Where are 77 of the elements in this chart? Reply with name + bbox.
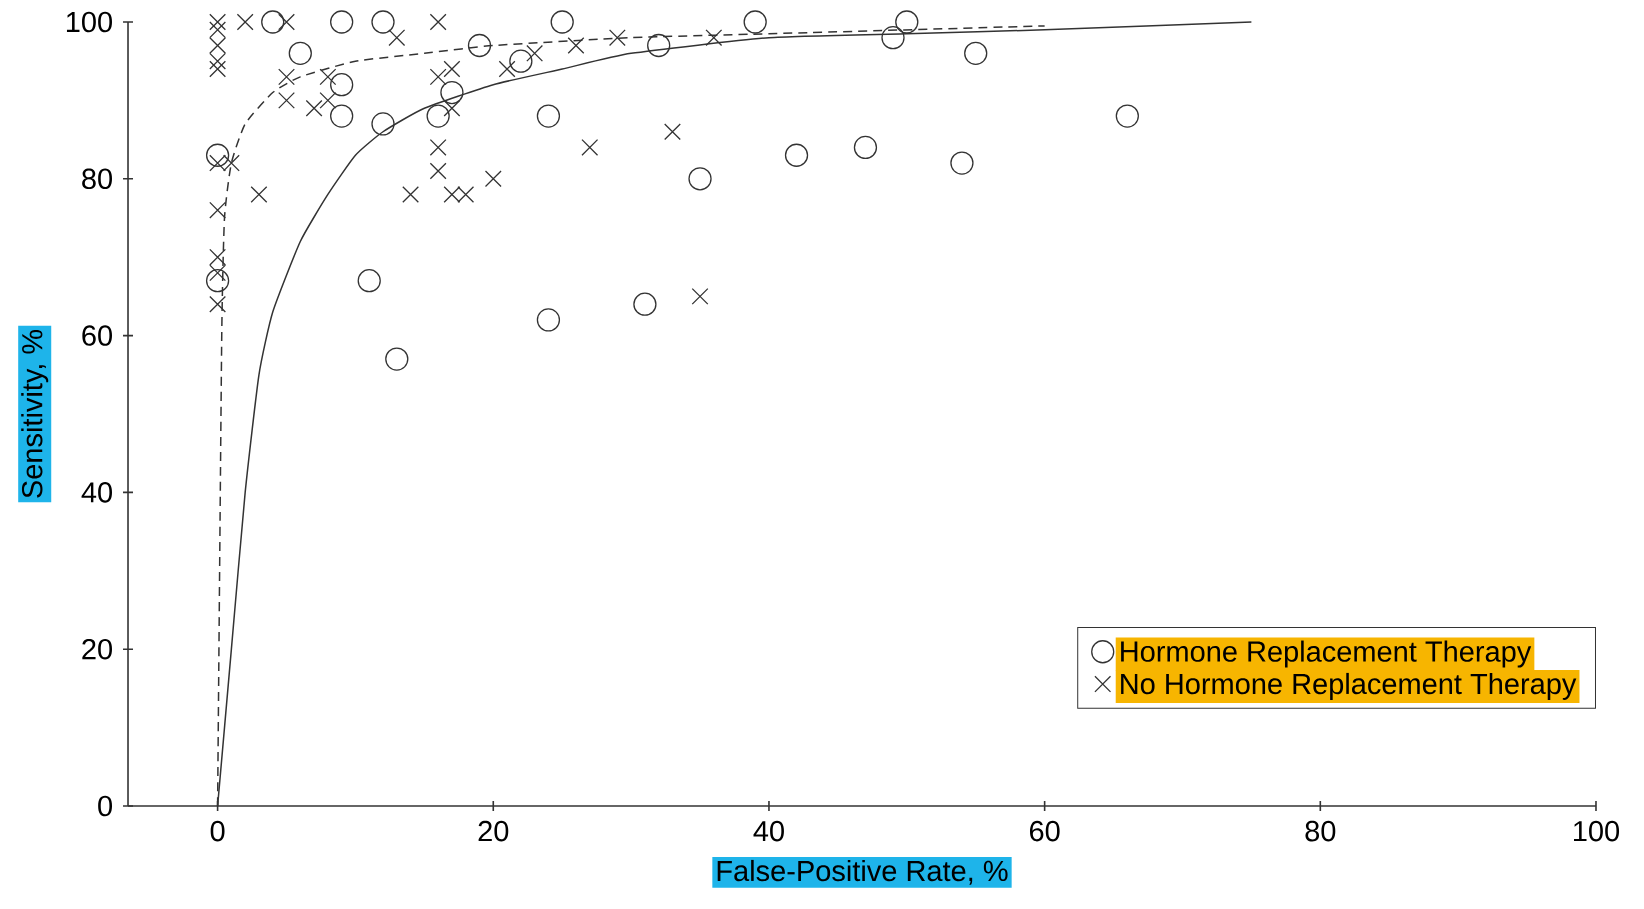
point	[426, 104, 450, 128]
point	[895, 10, 919, 34]
point	[498, 60, 516, 78]
point	[664, 123, 681, 141]
point	[536, 308, 561, 332]
point	[429, 139, 447, 156]
point	[784, 143, 809, 167]
point	[319, 68, 337, 86]
point	[526, 44, 544, 62]
point	[443, 99, 461, 117]
point	[209, 13, 227, 31]
point	[402, 186, 420, 203]
x-tick-label: 40	[753, 820, 784, 842]
point	[608, 29, 626, 47]
point	[705, 29, 723, 47]
legend-label: Hormone Replacement Therapy	[1121, 640, 1532, 668]
y-tick-label: 100	[66, 11, 112, 33]
point	[550, 10, 574, 34]
point	[536, 104, 561, 128]
x-tick-label: 20	[478, 820, 509, 842]
y-tick-label: 80	[82, 168, 112, 190]
point	[250, 186, 268, 203]
point	[278, 68, 295, 86]
point	[236, 13, 254, 31]
point	[330, 10, 354, 34]
point	[357, 269, 381, 293]
x-tick-label: 80	[1305, 820, 1336, 842]
point	[371, 112, 395, 136]
point	[467, 33, 492, 58]
point	[209, 248, 227, 266]
point	[691, 287, 709, 305]
y-tick-label: 20	[82, 638, 112, 660]
point	[647, 33, 671, 58]
y-tick-label: 60	[82, 325, 112, 346]
point	[261, 10, 285, 34]
point	[330, 104, 354, 128]
point	[371, 10, 395, 34]
x-axis-title: False-Positive Rate, %	[717, 859, 1008, 885]
point	[429, 68, 447, 86]
point	[743, 10, 767, 34]
point	[567, 37, 585, 54]
point	[429, 13, 447, 31]
point	[385, 347, 409, 371]
point	[288, 41, 312, 65]
point	[964, 41, 988, 65]
point	[209, 295, 227, 313]
point	[278, 91, 295, 109]
point	[429, 162, 447, 180]
point	[209, 37, 227, 54]
point	[484, 170, 502, 188]
point	[209, 52, 227, 70]
x-tick-label: 0	[210, 820, 225, 842]
x-tick-label: 60	[1029, 820, 1060, 842]
point	[950, 151, 974, 175]
point	[330, 73, 354, 97]
point	[688, 167, 712, 191]
y-tick-label: 0	[98, 795, 113, 817]
point	[209, 201, 227, 219]
point	[209, 21, 227, 39]
point	[581, 139, 599, 156]
point	[881, 26, 905, 50]
legend-label: No Hormone Replacement Therapy	[1121, 672, 1577, 700]
point	[509, 49, 533, 73]
point	[853, 135, 878, 160]
point	[278, 13, 295, 31]
point	[633, 292, 657, 316]
point	[443, 60, 461, 78]
point	[388, 29, 406, 47]
point	[319, 91, 337, 109]
point	[1115, 104, 1139, 128]
x-tick-label: 100	[1574, 820, 1620, 842]
y-axis-title: Sensitivity, %	[21, 329, 49, 498]
point	[440, 80, 464, 105]
point	[209, 60, 227, 78]
point	[305, 99, 323, 117]
y-tick-label: 40	[81, 482, 112, 503]
point	[205, 143, 230, 167]
